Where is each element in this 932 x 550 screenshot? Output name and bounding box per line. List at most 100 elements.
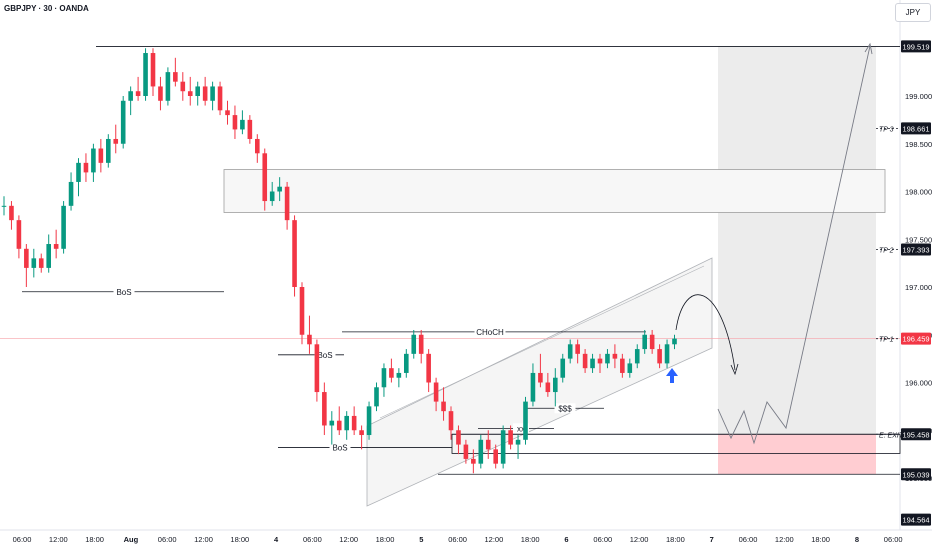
candle-body: [98, 148, 104, 163]
candle-body: [269, 191, 275, 202]
candle-body: [657, 349, 662, 364]
candle: [649, 329, 655, 354]
candle: [351, 406, 357, 436]
price-label-box: [901, 428, 931, 441]
candle-body: [664, 344, 670, 364]
candle: [642, 329, 647, 354]
candle-body: [418, 334, 424, 354]
candle-body: [672, 338, 677, 345]
candle-body: [299, 287, 305, 335]
candle: [180, 72, 186, 101]
x-tick-label: 06:00: [303, 535, 322, 544]
candle: [165, 67, 171, 106]
candle-body: [187, 91, 193, 96]
candle-body: [545, 382, 551, 393]
candle: [597, 353, 603, 373]
x-tick-label: 18:00: [811, 535, 830, 544]
candle: [83, 153, 89, 182]
candle: [240, 110, 245, 135]
price-tag-label: TP 2: [879, 247, 894, 254]
x-tick-label: 4: [274, 535, 279, 544]
xx-line-label: xx: [517, 424, 525, 433]
candle: [485, 430, 491, 459]
bos-line-1-label: BoS: [116, 288, 131, 297]
x-tick-label: 12:00: [49, 535, 68, 544]
candle-body: [9, 205, 14, 221]
candle: [307, 315, 312, 354]
candle-body: [634, 349, 640, 364]
projection-arc-arrowhead: [730, 363, 739, 376]
projection-arrowhead: [864, 42, 873, 55]
candle: [508, 425, 513, 450]
candle: [448, 406, 454, 440]
candle-body: [597, 358, 603, 364]
currency-button[interactable]: JPY: [895, 3, 931, 22]
choch-line-label: CHoCH: [476, 328, 504, 337]
candle-body: [649, 334, 655, 350]
candle-body: [463, 444, 469, 459]
candle: [396, 368, 402, 388]
symbol-title: GBPJPY · 30 · OANDA: [4, 4, 89, 13]
candle-body: [38, 258, 44, 268]
candle-body: [247, 119, 253, 139]
projection-arc: [675, 294, 736, 371]
price-label-text: 197.393: [902, 245, 929, 254]
x-tick-label: 5: [419, 535, 423, 544]
candle: [128, 86, 133, 116]
x-tick-label: 06:00: [593, 535, 612, 544]
candle-body: [53, 244, 59, 249]
stop-zone: [718, 434, 876, 475]
candle-body: [336, 420, 342, 431]
candle-body: [255, 138, 260, 154]
price-tag-label: TP 1: [879, 337, 894, 344]
candle-body: [106, 138, 111, 163]
bos-line-1-label-bg: [113, 286, 135, 297]
candle-body: [441, 401, 446, 412]
candle-body: [46, 244, 51, 268]
price-label-text: 195.039: [902, 470, 929, 479]
candle: [31, 248, 37, 278]
candle-body: [448, 411, 454, 431]
candle-body: [627, 363, 633, 373]
candle-body: [366, 406, 372, 436]
candle: [61, 201, 66, 254]
candle-body: [560, 358, 566, 378]
candle: [605, 349, 610, 369]
candle: [344, 411, 349, 440]
y-tick-label: 198.000: [905, 188, 932, 197]
x-tick-label: 12:00: [485, 535, 504, 544]
candle: [16, 215, 22, 259]
x-tick-label: 06:00: [884, 535, 903, 544]
candle-body: [590, 358, 595, 369]
projection-zigzag: [717, 45, 871, 445]
candle-body: [322, 392, 327, 426]
candle: [284, 181, 290, 230]
candle-body: [404, 353, 409, 373]
candle-body: [508, 430, 513, 445]
price-label-box: [901, 40, 931, 53]
candle-body: [612, 353, 618, 359]
candle-body: [523, 401, 528, 440]
candle: [187, 76, 193, 106]
candle-body: [165, 72, 171, 101]
x-tick-label: 18:00: [230, 535, 249, 544]
candle-body: [128, 91, 133, 101]
candle-body: [381, 368, 387, 388]
candle-body: [91, 148, 96, 173]
candle: [135, 76, 141, 101]
candle: [627, 358, 633, 378]
candle: [590, 353, 595, 373]
candle: [24, 244, 29, 287]
candle: [269, 181, 275, 206]
candle-body: [1, 205, 7, 207]
x-tick-label: Aug: [124, 535, 139, 544]
candle: [478, 435, 484, 469]
x-tick-label: 18:00: [376, 535, 395, 544]
candle-body: [575, 344, 580, 354]
candle-body: [180, 81, 186, 92]
candle: [612, 344, 618, 369]
price-label-box: [901, 468, 931, 481]
candle: [113, 124, 119, 154]
candle-body: [217, 86, 223, 111]
